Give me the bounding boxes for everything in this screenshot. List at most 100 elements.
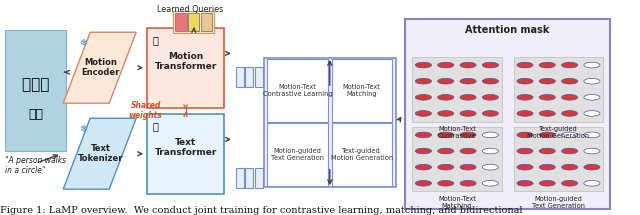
Circle shape	[561, 95, 578, 100]
Circle shape	[415, 78, 431, 84]
Circle shape	[415, 132, 431, 138]
Circle shape	[540, 62, 556, 68]
Circle shape	[415, 180, 431, 186]
Text: Motion-Text
Matching: Motion-Text Matching	[438, 196, 476, 209]
Text: Attention mask: Attention mask	[465, 25, 550, 35]
Bar	[236, 168, 244, 188]
Circle shape	[584, 164, 600, 170]
Circle shape	[483, 95, 499, 100]
Circle shape	[584, 62, 600, 68]
Text: 🧑‍🤝‍🧑: 🧑‍🤝‍🧑	[22, 77, 49, 92]
Circle shape	[561, 132, 578, 138]
Circle shape	[460, 180, 476, 186]
Text: 🔥: 🔥	[152, 121, 158, 131]
Circle shape	[483, 148, 499, 154]
Circle shape	[460, 111, 476, 116]
Circle shape	[438, 148, 454, 154]
Circle shape	[561, 148, 578, 154]
Text: ❄: ❄	[79, 38, 87, 48]
Text: "A person walks
in a circle": "A person walks in a circle"	[5, 156, 66, 175]
Circle shape	[517, 148, 533, 154]
Circle shape	[438, 111, 454, 116]
Text: 🔥: 🔥	[152, 35, 158, 45]
Circle shape	[460, 95, 476, 100]
Bar	[332, 59, 392, 122]
Circle shape	[561, 111, 578, 116]
Text: Text-guided
Motion Generation: Text-guided Motion Generation	[331, 148, 393, 161]
Bar	[188, 13, 200, 31]
Circle shape	[438, 95, 454, 100]
Circle shape	[517, 180, 533, 186]
Circle shape	[415, 164, 431, 170]
Text: Figure 1: LaMP overview.  We conduct joint training for contrastive learning, ma: Figure 1: LaMP overview. We conduct join…	[0, 206, 522, 215]
Circle shape	[517, 95, 533, 100]
Circle shape	[540, 78, 556, 84]
Bar	[147, 28, 224, 108]
Circle shape	[438, 180, 454, 186]
Text: Learned Queries: Learned Queries	[157, 5, 223, 14]
Circle shape	[483, 164, 499, 170]
Bar	[405, 19, 611, 209]
Circle shape	[415, 111, 431, 116]
Circle shape	[460, 164, 476, 170]
Circle shape	[517, 132, 533, 138]
Text: ❄: ❄	[79, 124, 87, 134]
Circle shape	[561, 180, 578, 186]
Bar	[412, 57, 502, 121]
Bar	[147, 114, 224, 194]
Circle shape	[584, 148, 600, 154]
Text: Motion-guided
Text Generation: Motion-guided Text Generation	[532, 196, 585, 209]
Bar	[236, 67, 244, 87]
Bar	[175, 13, 186, 31]
Circle shape	[460, 148, 476, 154]
Circle shape	[561, 62, 578, 68]
Circle shape	[483, 132, 499, 138]
Circle shape	[561, 164, 578, 170]
Circle shape	[415, 62, 431, 68]
Bar	[255, 168, 263, 188]
Circle shape	[517, 62, 533, 68]
Circle shape	[438, 132, 454, 138]
Circle shape	[540, 95, 556, 100]
Circle shape	[517, 164, 533, 170]
Bar	[268, 59, 328, 122]
Circle shape	[584, 132, 600, 138]
Bar	[245, 168, 253, 188]
Circle shape	[540, 111, 556, 116]
Bar	[5, 30, 67, 150]
Circle shape	[460, 78, 476, 84]
Text: Text-guided
Motion Generation: Text-guided Motion Generation	[527, 126, 589, 139]
Bar	[412, 127, 502, 191]
Circle shape	[584, 95, 600, 100]
Circle shape	[584, 78, 600, 84]
Text: Shared
weights: Shared weights	[129, 101, 163, 120]
Circle shape	[483, 78, 499, 84]
Bar	[268, 123, 328, 186]
Bar	[245, 67, 253, 87]
Circle shape	[540, 148, 556, 154]
Circle shape	[460, 132, 476, 138]
Circle shape	[584, 111, 600, 116]
Polygon shape	[63, 32, 136, 103]
Bar	[255, 67, 263, 87]
Text: 🧍🧍: 🧍🧍	[28, 108, 43, 121]
Text: Motion-guided
Text Generation: Motion-guided Text Generation	[271, 148, 324, 161]
Bar	[200, 13, 212, 31]
Bar	[173, 11, 214, 33]
Circle shape	[561, 78, 578, 84]
Text: Motion-Text
Contrastive: Motion-Text Contrastive	[438, 126, 476, 139]
Text: Motion-Text
Contrastive Learning: Motion-Text Contrastive Learning	[263, 84, 333, 97]
Circle shape	[517, 111, 533, 116]
Text: Text
Tokenizer: Text Tokenizer	[78, 144, 124, 163]
Polygon shape	[63, 118, 136, 189]
Circle shape	[483, 111, 499, 116]
Circle shape	[483, 62, 499, 68]
Circle shape	[584, 180, 600, 186]
Circle shape	[540, 164, 556, 170]
Text: Motion
Transformer: Motion Transformer	[154, 52, 217, 71]
Bar	[332, 123, 392, 186]
Circle shape	[415, 95, 431, 100]
Circle shape	[540, 132, 556, 138]
Text: Motion-Text
Matching: Motion-Text Matching	[343, 84, 381, 97]
Circle shape	[540, 180, 556, 186]
